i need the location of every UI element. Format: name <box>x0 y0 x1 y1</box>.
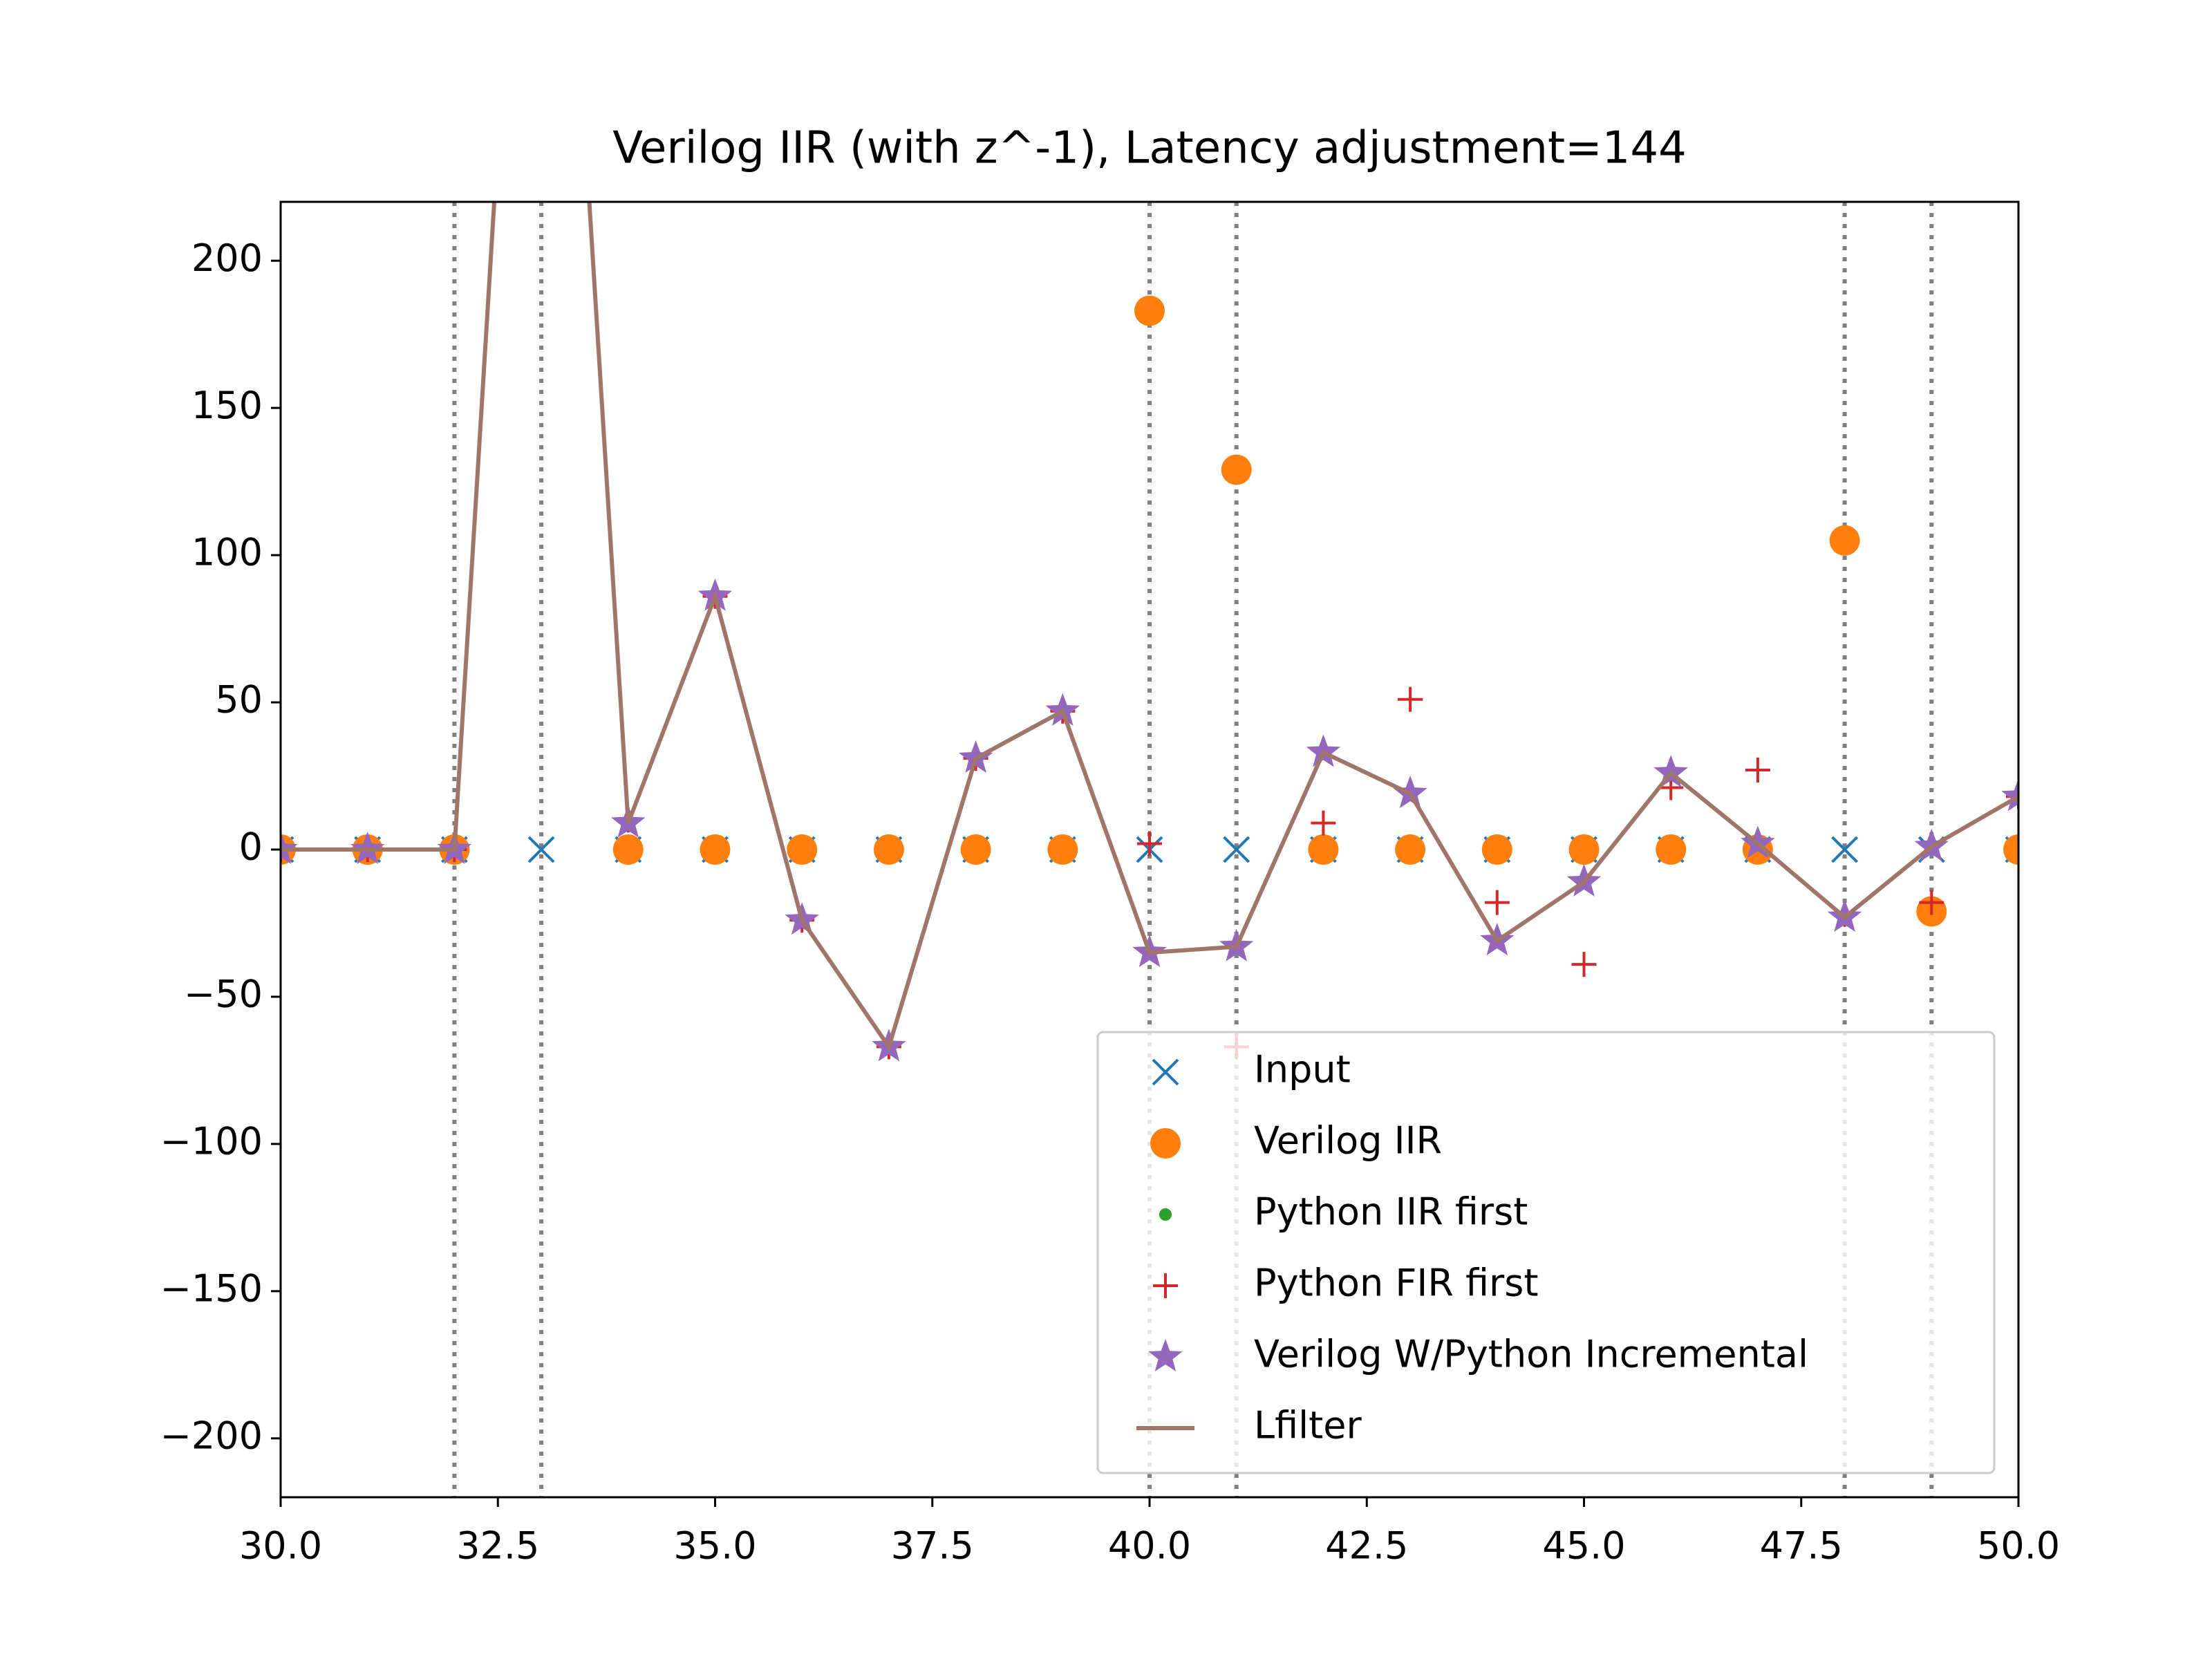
point <box>2001 778 2018 812</box>
y-tick-label: −100 <box>160 1120 263 1163</box>
point <box>787 834 818 865</box>
x-tick-label: 50.0 <box>1977 1524 2060 1568</box>
legend-box <box>1096 1031 1996 1474</box>
point <box>2003 834 2018 865</box>
point <box>1134 295 1165 326</box>
point <box>960 834 991 865</box>
point <box>612 834 644 865</box>
legend-label: Input <box>1254 1048 1351 1091</box>
axes-frame <box>279 200 2020 1499</box>
x-tick-label: 40.0 <box>1108 1524 1191 1568</box>
point <box>1223 836 1250 863</box>
point <box>1919 890 1944 915</box>
point <box>1308 834 1339 865</box>
y-tick-label: 0 <box>239 825 263 869</box>
legend-swatch <box>1152 1058 1179 1086</box>
legend-label: Lfilter <box>1254 1404 1362 1447</box>
point <box>1829 525 1860 556</box>
legend-label: Python FIR first <box>1254 1262 1539 1305</box>
point <box>527 836 555 863</box>
legend-swatch <box>1148 1339 1183 1371</box>
point <box>1745 758 1770 782</box>
x-tick-label: 45.0 <box>1542 1524 1625 1568</box>
point <box>1656 834 1687 865</box>
y-tick-label: 200 <box>191 236 263 280</box>
y-tick-label: 50 <box>215 678 263 722</box>
point <box>1484 890 1510 915</box>
legend-swatch <box>1159 1208 1172 1221</box>
point <box>1831 836 1859 863</box>
x-tick-label: 47.5 <box>1760 1524 1843 1568</box>
legend-label: Verilog W/Python Incremental <box>1254 1333 1808 1376</box>
point <box>1568 834 1600 865</box>
point <box>1571 952 1597 977</box>
x-tick-label: 32.5 <box>456 1524 539 1568</box>
y-tick-label: 150 <box>191 384 263 427</box>
y-tick-label: −50 <box>184 973 263 1016</box>
point <box>1398 686 1423 712</box>
x-tick-label: 30.0 <box>239 1524 322 1568</box>
legend-label: Verilog IIR <box>1254 1119 1442 1163</box>
y-tick-label: −200 <box>160 1414 263 1457</box>
chart-title: Verilog IIR (with z^-1), Latency adjustm… <box>612 123 1687 174</box>
point <box>1481 834 1512 865</box>
x-tick-label: 37.5 <box>891 1524 974 1568</box>
point <box>700 834 731 865</box>
point <box>1221 454 1252 485</box>
point <box>1395 834 1426 865</box>
point <box>1047 834 1078 865</box>
x-tick-label: 42.5 <box>1325 1524 1408 1568</box>
point <box>873 834 904 865</box>
legend-swatch <box>1153 1273 1178 1298</box>
point <box>1311 810 1336 836</box>
plot-area <box>281 202 2018 1497</box>
point <box>1137 831 1162 856</box>
y-tick-label: 100 <box>191 531 263 574</box>
x-tick-label: 35.0 <box>673 1524 756 1568</box>
legend-label: Python IIR first <box>1254 1190 1528 1234</box>
y-tick-label: −150 <box>160 1267 263 1311</box>
series-line <box>281 202 2018 1052</box>
legend-swatch <box>1150 1128 1181 1159</box>
